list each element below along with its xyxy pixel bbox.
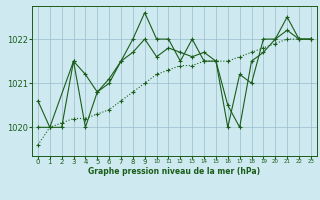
X-axis label: Graphe pression niveau de la mer (hPa): Graphe pression niveau de la mer (hPa) [88,167,260,176]
